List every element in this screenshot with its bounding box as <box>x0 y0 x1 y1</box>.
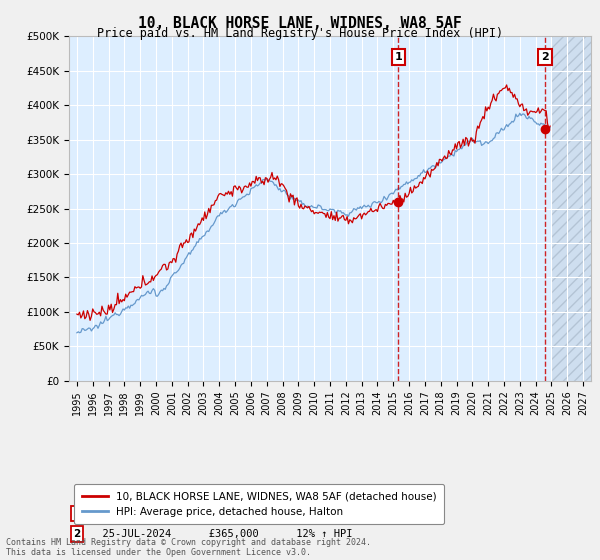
HPI: Average price, detached house, Halton: (2.01e+03, 2.77e+05): Average price, detached house, Halton: (… <box>280 187 287 194</box>
HPI: Average price, detached house, Halton: (2e+03, 2.53e+05): Average price, detached house, Halton: (… <box>230 203 238 210</box>
10, BLACK HORSE LANE, WIDNES, WA8 5AF (detached house) <box>133 284 140 291</box>
HPI: Average price, detached house, Halton: (2e+03, 2.4e+05): Average price, detached house, Halton: (… <box>214 212 221 219</box>
Text: 30-APR-2015      £259,950      30% ↑ HPI: 30-APR-2015 £259,950 30% ↑ HPI <box>90 508 352 519</box>
HPI: Average price, detached house, Halton: (2.02e+03, 3.88e+05): Average price, detached house, Halton: (… <box>516 110 523 116</box>
Text: Contains HM Land Registry data © Crown copyright and database right 2024.
This d: Contains HM Land Registry data © Crown c… <box>6 538 371 557</box>
Line: 10, BLACK HORSE LANE, WIDNES, WA8 5AF (detached house): 10, BLACK HORSE LANE, WIDNES, WA8 5AF (d… <box>77 85 550 320</box>
10, BLACK HORSE LANE, WIDNES, WA8 5AF (detached house) <box>281 185 289 192</box>
10, BLACK HORSE LANE, WIDNES, WA8 5AF (detached house) <box>215 190 223 197</box>
10, BLACK HORSE LANE, WIDNES, WA8 5AF (detached house) <box>86 317 94 324</box>
HPI: Average price, detached house, Halton: (2e+03, 1.12e+05): Average price, detached house, Halton: (… <box>131 300 139 307</box>
Text: 1: 1 <box>73 508 80 519</box>
Line: HPI: Average price, detached house, Halton: HPI: Average price, detached house, Halt… <box>77 113 550 333</box>
HPI: Average price, detached house, Halton: (2.02e+03, 3.68e+05): Average price, detached house, Halton: (… <box>547 124 554 131</box>
10, BLACK HORSE LANE, WIDNES, WA8 5AF (detached house) <box>547 123 554 129</box>
Text: 2: 2 <box>541 52 548 62</box>
HPI: Average price, detached house, Halton: (2e+03, 6.97e+04): Average price, detached house, Halton: (… <box>73 329 80 336</box>
HPI: Average price, detached house, Halton: (2.01e+03, 2.65e+05): Average price, detached house, Halton: (… <box>238 195 245 202</box>
Text: Price paid vs. HM Land Registry's House Price Index (HPI): Price paid vs. HM Land Registry's House … <box>97 27 503 40</box>
Bar <box>551 36 599 381</box>
HPI: Average price, detached house, Halton: (2.02e+03, 3.85e+05): Average price, detached house, Halton: (… <box>521 112 529 119</box>
10, BLACK HORSE LANE, WIDNES, WA8 5AF (detached house) <box>239 186 247 193</box>
Text: 1: 1 <box>395 52 403 62</box>
Legend: 10, BLACK HORSE LANE, WIDNES, WA8 5AF (detached house), HPI: Average price, deta: 10, BLACK HORSE LANE, WIDNES, WA8 5AF (d… <box>74 484 444 524</box>
Text: 2: 2 <box>73 529 80 539</box>
10, BLACK HORSE LANE, WIDNES, WA8 5AF (detached house) <box>503 82 510 88</box>
10, BLACK HORSE LANE, WIDNES, WA8 5AF (detached house) <box>232 183 239 189</box>
Text: 25-JUL-2024      £365,000      12% ↑ HPI: 25-JUL-2024 £365,000 12% ↑ HPI <box>90 529 352 539</box>
Text: 10, BLACK HORSE LANE, WIDNES, WA8 5AF: 10, BLACK HORSE LANE, WIDNES, WA8 5AF <box>138 16 462 31</box>
10, BLACK HORSE LANE, WIDNES, WA8 5AF (detached house) <box>73 311 80 318</box>
10, BLACK HORSE LANE, WIDNES, WA8 5AF (detached house) <box>523 105 530 112</box>
